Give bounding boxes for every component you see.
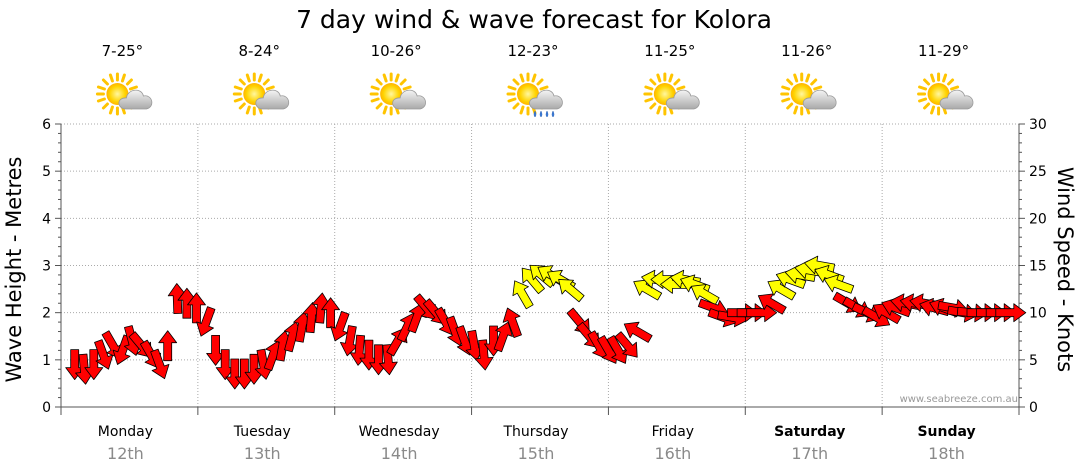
day-name: Thursday	[502, 424, 568, 440]
wind-arrow	[196, 306, 216, 337]
left-tick-label: 4	[42, 211, 51, 227]
day-date: 15th	[518, 444, 555, 463]
credit-text: www.seabreeze.com.au	[900, 394, 1018, 405]
right-tick-label: 5	[1029, 353, 1038, 369]
day-name: Friday	[652, 424, 694, 440]
right-tick-label: 30	[1029, 117, 1047, 133]
day-date: 16th	[654, 444, 691, 463]
day-temperature: 7-25°	[102, 42, 144, 60]
right-tick-label: 10	[1029, 306, 1047, 322]
day-date: 18th	[928, 444, 965, 463]
left-tick-label: 1	[42, 353, 51, 369]
right-tick-label: 20	[1029, 211, 1047, 227]
day-date: 13th	[244, 444, 281, 463]
day-name: Wednesday	[359, 424, 440, 440]
day-date: 12th	[107, 444, 144, 463]
day-name: Tuesday	[233, 424, 291, 440]
sun-rain-icon	[506, 72, 563, 118]
wind-arrow	[187, 292, 206, 324]
day-temperature: 12-23°	[507, 42, 558, 60]
wind-arrow	[995, 303, 1027, 323]
wind-arrow	[493, 321, 513, 353]
left-tick-label: 2	[42, 306, 51, 322]
sun-cloud-icon	[369, 72, 426, 116]
right-tick-label: 25	[1029, 164, 1047, 180]
day-temperature: 8-24°	[239, 42, 281, 60]
wind-arrow	[158, 330, 178, 362]
right-tick-label: 0	[1029, 400, 1038, 416]
chart-title: 7 day wind & wave forecast for Kolora	[296, 5, 772, 34]
day-name: Sunday	[917, 424, 975, 440]
wind-arrow	[558, 279, 585, 303]
wind-arrow	[623, 321, 653, 343]
wind-arrow	[502, 307, 522, 338]
wind-arrow	[474, 339, 494, 371]
day-name: Saturday	[774, 424, 845, 440]
day-temperature: 11-25°	[644, 42, 695, 60]
day-temperature: 11-26°	[781, 42, 832, 60]
right-tick-label: 15	[1029, 259, 1047, 275]
wind-arrow	[512, 280, 534, 310]
wind-arrow	[757, 293, 787, 315]
wind-arrow	[407, 302, 427, 334]
day-date: 14th	[381, 444, 418, 463]
left-tick-label: 5	[42, 164, 51, 180]
left-tick-label: 6	[42, 117, 51, 133]
left-tick-label: 3	[42, 259, 51, 275]
wind-arrow	[378, 344, 398, 376]
wind-arrow	[690, 284, 720, 306]
left-tick-label: 0	[42, 400, 51, 416]
y2-axis-title: Wind Speed - Knots	[1053, 167, 1077, 372]
sun-cloud-icon	[232, 72, 290, 116]
sun-cloud-icon	[643, 72, 700, 116]
y-axis-title: Wave Height - Metres	[2, 157, 26, 383]
day-date: 17th	[791, 444, 828, 463]
wind-arrow	[823, 274, 855, 294]
day-name: Monday	[98, 424, 153, 440]
day-temperature: 11-29°	[918, 42, 969, 60]
day-temperature: 10-26°	[371, 42, 422, 60]
sun-cloud-icon	[780, 72, 837, 116]
sun-cloud-icon	[95, 72, 153, 116]
wind-arrow	[150, 348, 170, 380]
wind-arrow	[84, 349, 104, 381]
wind-arrow	[614, 331, 638, 358]
wind-arrow	[321, 297, 341, 329]
sun-cloud-icon	[917, 72, 974, 116]
